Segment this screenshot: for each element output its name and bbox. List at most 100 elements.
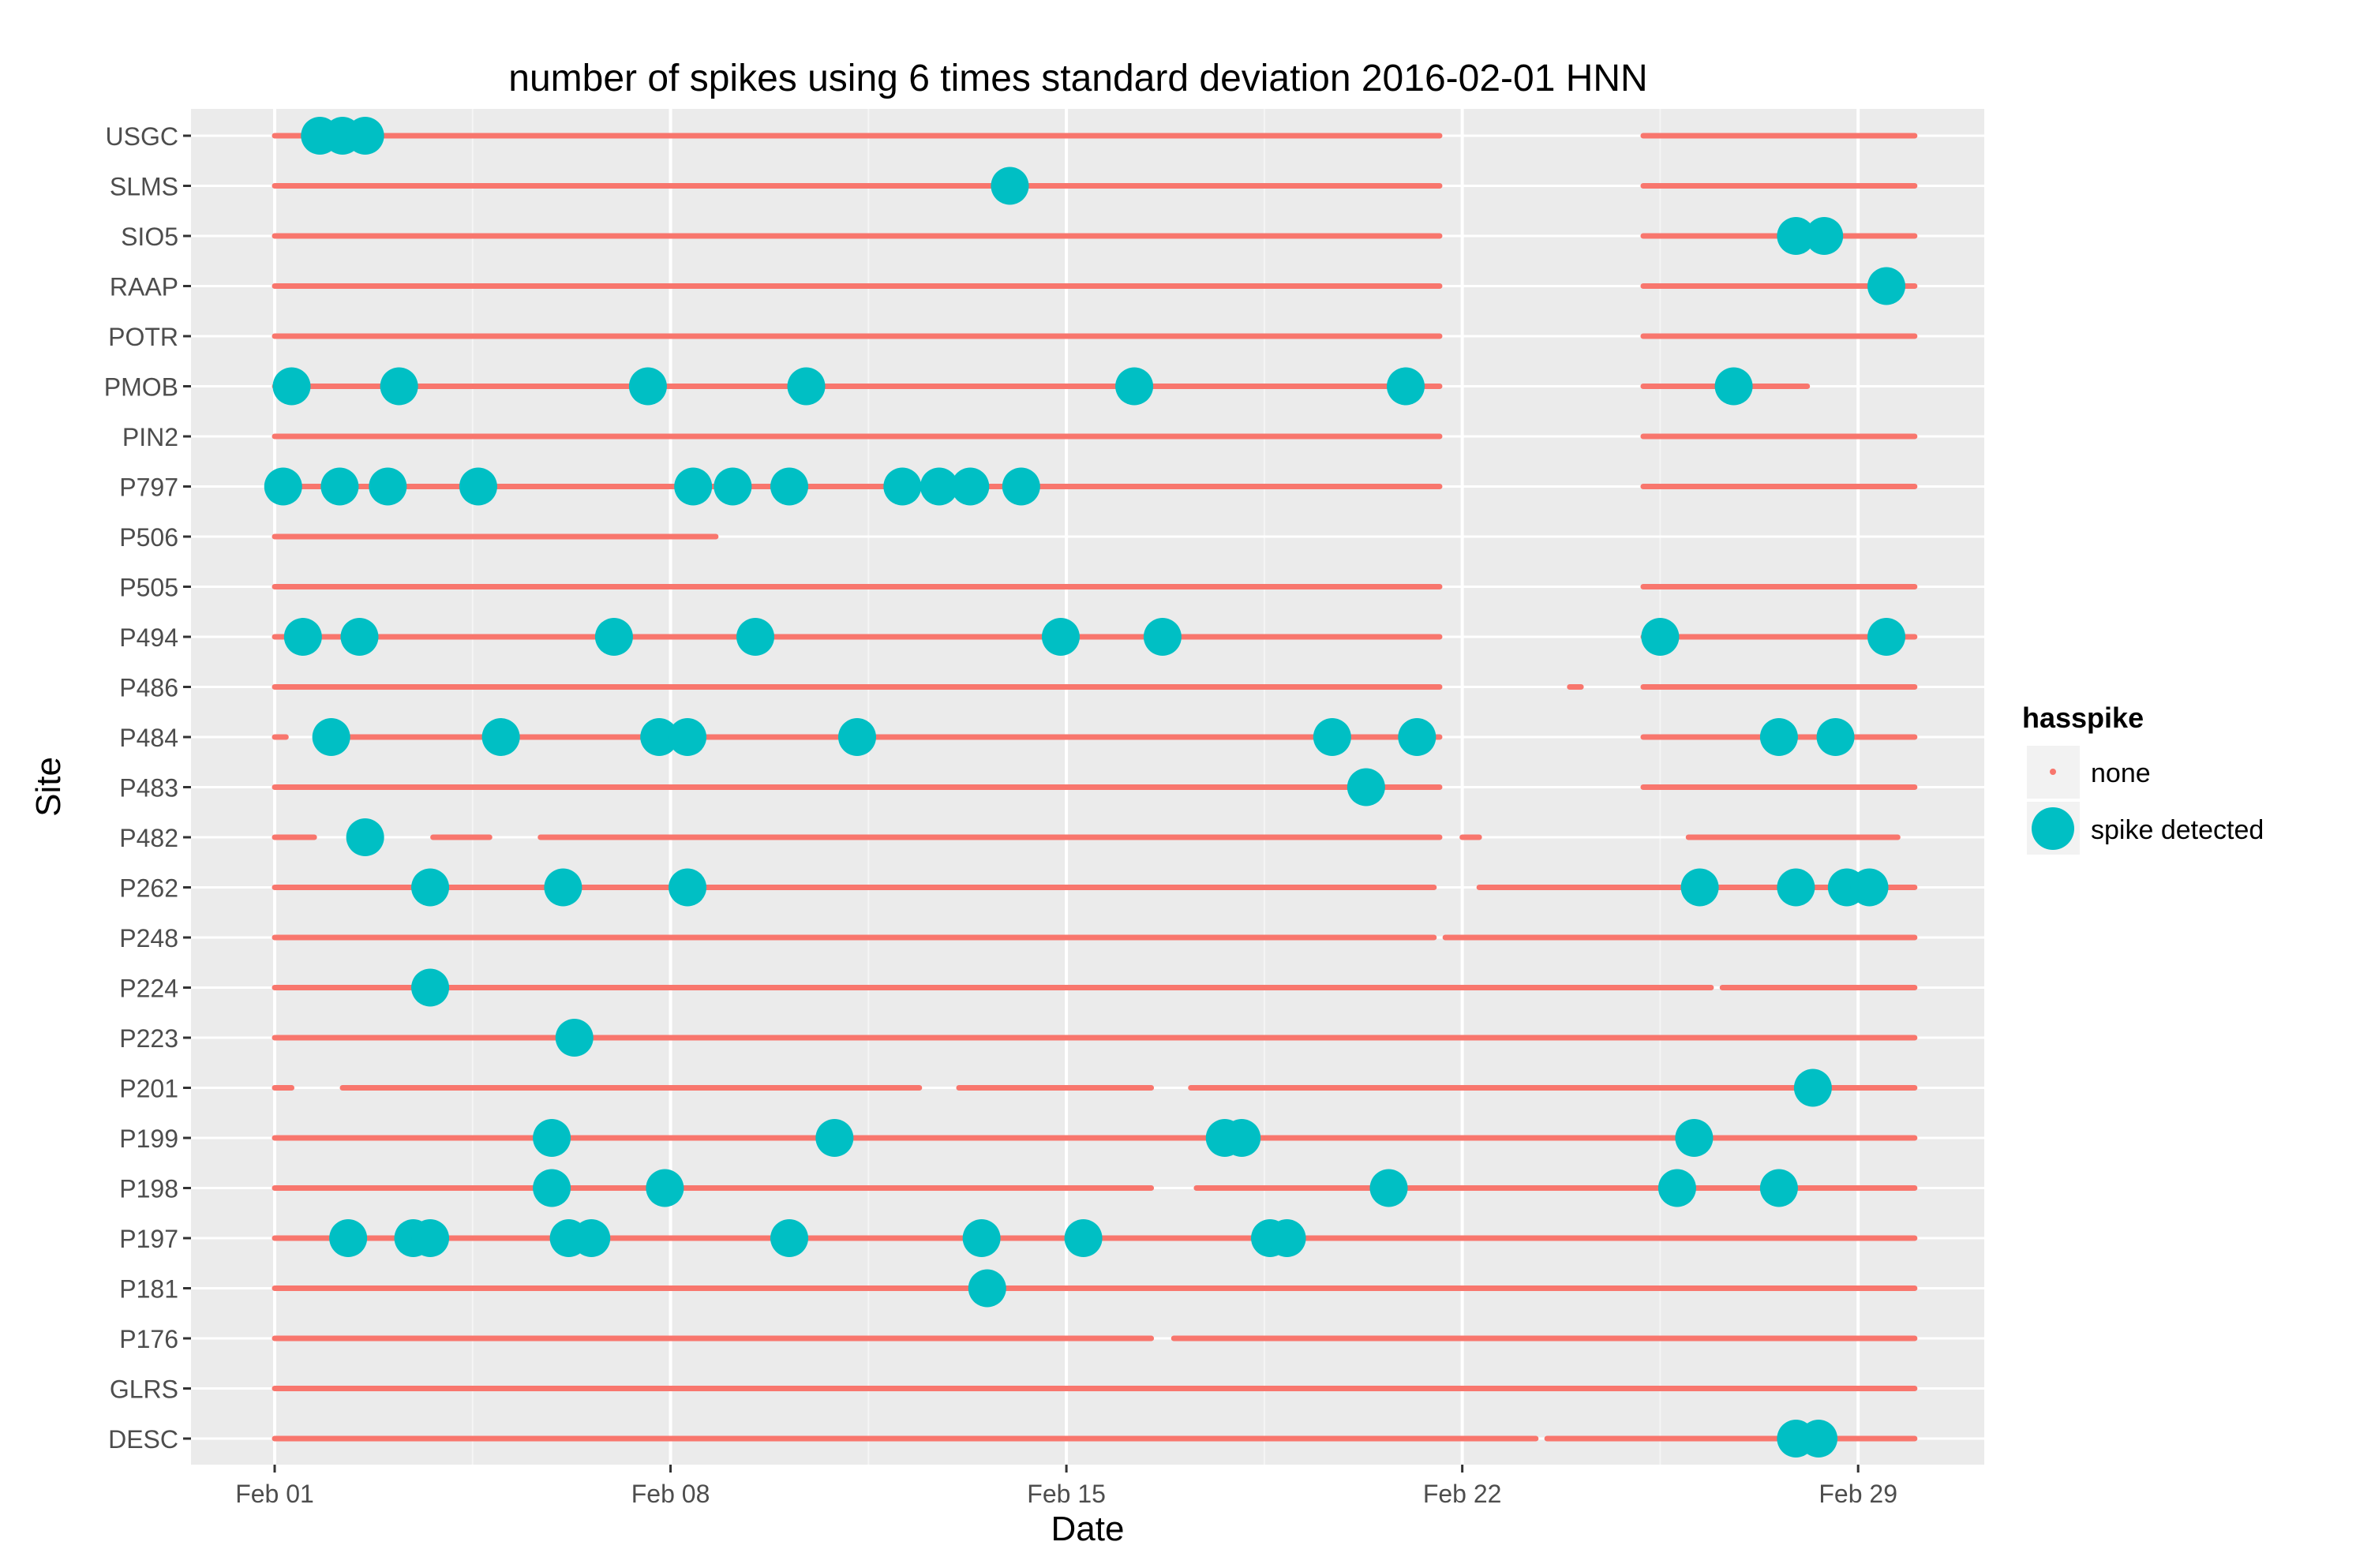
y-tick-label: USGC <box>106 122 178 151</box>
y-tick-label: P486 <box>119 674 178 702</box>
y-tick-label: P505 <box>119 574 178 602</box>
spike-point-p494 <box>594 618 633 656</box>
spike-point-sio5 <box>1805 217 1844 255</box>
spike-point-p197 <box>572 1219 611 1257</box>
spike-point-p797 <box>674 467 713 506</box>
spike-point-p797 <box>770 467 809 506</box>
spike-point-p483 <box>1347 768 1385 806</box>
spike-point-p484 <box>1398 718 1436 756</box>
spike-point-p198 <box>646 1169 684 1207</box>
spike-point-pmob <box>628 367 667 406</box>
spike-point-p198 <box>1369 1169 1408 1207</box>
spike-point-p197 <box>411 1219 450 1257</box>
y-tick-label: P198 <box>119 1175 178 1203</box>
spike-point-p484 <box>1816 718 1855 756</box>
spike-point-p199 <box>533 1119 571 1157</box>
spike-point-p797 <box>883 467 922 506</box>
spike-point-p262 <box>669 868 707 907</box>
spike-point-p484 <box>1759 718 1798 756</box>
x-axis-title: Date <box>1051 1510 1125 1548</box>
y-tick-label: PIN2 <box>122 423 178 451</box>
spike-point-p797 <box>320 467 359 506</box>
legend-label-spike: spike detected <box>2091 815 2264 845</box>
spike-point-p197 <box>770 1219 809 1257</box>
y-tick-label: PMOB <box>104 373 178 402</box>
spike-point-p199 <box>815 1119 854 1157</box>
spike-point-p198 <box>1657 1169 1696 1207</box>
spike-point-usgc <box>346 117 384 155</box>
spike-point-p494 <box>283 618 322 656</box>
spike-point-pmob <box>1714 367 1753 406</box>
spike-point-p262 <box>1680 868 1719 907</box>
spike-point-p262 <box>1777 868 1815 907</box>
y-tick-label: P248 <box>119 924 178 952</box>
x-tick-label: Feb 29 <box>1819 1480 1897 1508</box>
spike-point-slms <box>991 167 1029 205</box>
legend-spike-dot <box>2032 807 2074 850</box>
y-tick-label: RAAP <box>110 273 178 301</box>
x-tick-label: Feb 15 <box>1027 1480 1106 1508</box>
spike-point-p201 <box>1793 1068 1832 1107</box>
y-tick-label: P224 <box>119 975 178 1003</box>
spike-point-p494 <box>736 618 775 656</box>
spike-point-raap <box>1867 267 1906 305</box>
spike-point-sio5 <box>1777 217 1815 255</box>
y-axis: USGC SLMS SIO5 RAAP POTR PMOB PIN2 P797 P506 P505… <box>104 122 191 1454</box>
y-tick-label: P176 <box>119 1325 178 1353</box>
spike-point-pmob <box>1387 367 1425 406</box>
x-tick-label: Feb 08 <box>631 1480 710 1508</box>
spike-point-p262 <box>411 868 450 907</box>
y-axis-title: Site <box>29 757 68 817</box>
spike-point-p494 <box>340 618 379 656</box>
y-tick-label: P201 <box>119 1075 178 1103</box>
y-tick-label: GLRS <box>110 1375 178 1404</box>
spike-point-p797 <box>369 467 407 506</box>
spike-point-p198 <box>533 1169 571 1207</box>
spike-point-p484 <box>481 718 520 756</box>
spike-point-pmob <box>380 367 418 406</box>
y-tick-label: P482 <box>119 824 178 852</box>
spike-point-pmob <box>1115 367 1154 406</box>
spike-point-p199 <box>1223 1119 1261 1157</box>
spike-point-p197 <box>1064 1219 1103 1257</box>
x-tick-label: Feb 22 <box>1423 1480 1502 1508</box>
chart-title: number of spikes using 6 times standard … <box>508 58 1647 99</box>
spike-point-p494 <box>1143 618 1182 656</box>
spike-point-p797 <box>264 467 302 506</box>
spike-point-pmob <box>787 367 826 406</box>
spike-point-p484 <box>640 718 679 756</box>
spike-point-pmob <box>272 367 311 406</box>
y-tick-label: P506 <box>119 523 178 552</box>
legend-label-none: none <box>2091 758 2151 788</box>
y-tick-label: SIO5 <box>121 223 178 251</box>
y-tick-label: P494 <box>119 623 178 652</box>
legend-none-dot <box>2050 769 2056 775</box>
y-tick-label: P483 <box>119 774 178 803</box>
spike-point-p197 <box>329 1219 368 1257</box>
spike-point-p494 <box>1641 618 1680 656</box>
spike-point-p797 <box>459 467 497 506</box>
spike-point-p797 <box>951 467 990 506</box>
y-tick-label: P199 <box>119 1125 178 1153</box>
spike-point-p484 <box>669 718 707 756</box>
spike-point-desc <box>1800 1420 1838 1458</box>
y-tick-label: P797 <box>119 473 178 502</box>
legend-title: hasspike <box>2022 702 2144 734</box>
spike-point-p494 <box>1867 618 1906 656</box>
spike-point-p482 <box>346 818 384 856</box>
y-tick-label: P181 <box>119 1275 178 1304</box>
spike-point-p494 <box>1041 618 1080 656</box>
y-tick-label: POTR <box>108 323 178 351</box>
legend: hasspike none spike detected <box>2022 702 2264 855</box>
spike-point-p484 <box>837 718 876 756</box>
x-axis: Feb 01 Feb 08 Feb 15 Feb 22 Feb 29 <box>235 1465 1897 1508</box>
spike-point-p797 <box>714 467 752 506</box>
spike-point-p262 <box>1850 868 1889 907</box>
spike-point-p199 <box>1675 1119 1714 1157</box>
y-tick-label: P262 <box>119 874 178 903</box>
spike-point-p797 <box>920 467 958 506</box>
spike-point-p262 <box>544 868 582 907</box>
spike-point-p197 <box>1268 1219 1306 1257</box>
spike-series <box>264 117 1906 1458</box>
